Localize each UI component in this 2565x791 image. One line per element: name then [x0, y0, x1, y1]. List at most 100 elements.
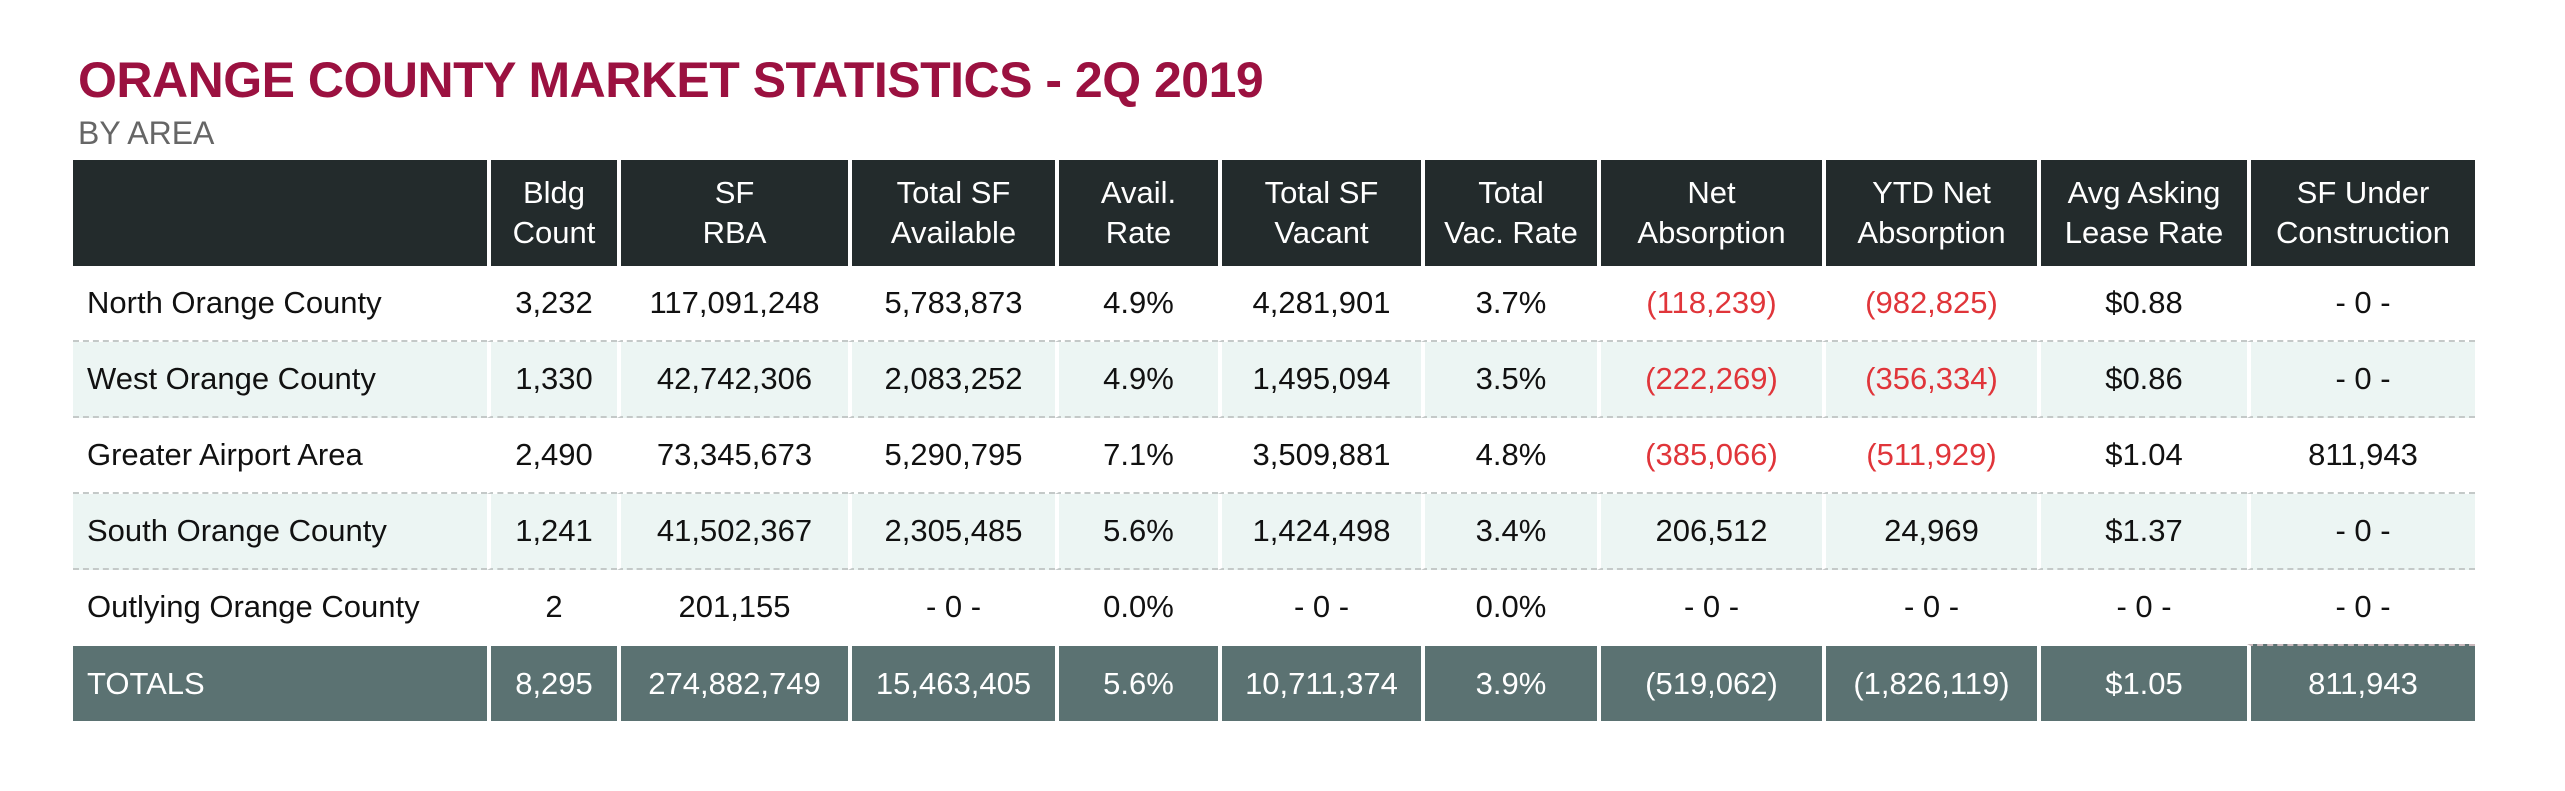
cell-sf-under-construction: - 0 - [2247, 570, 2475, 644]
cell-bldg-count: 1,330 [487, 342, 617, 418]
cell-sf-under-construction: - 0 - [2247, 266, 2475, 342]
cell-bldg-count: 1,241 [487, 494, 617, 570]
cell-bldg-count: 3,232 [487, 266, 617, 342]
column-header-label: Available [890, 215, 1017, 250]
table-row: West Orange County 1,330 42,742,306 2,083,2… [73, 342, 2475, 418]
column-header-label: Total SF [896, 175, 1011, 210]
total-net-absorption: (519,062) [1597, 644, 1822, 721]
column-header-label: Rate [1105, 215, 1172, 250]
table-body: North Orange County 3,232 117,091,248 5,783… [73, 266, 2475, 721]
cell-total-sf-vacant: 4,281,901 [1218, 266, 1421, 342]
column-header-net-absorption: Net Absorption [1597, 160, 1822, 266]
cell-area: West Orange County [73, 342, 487, 418]
cell-total-sf-vacant: - 0 - [1218, 570, 1421, 644]
column-header-label: SF Under [2296, 175, 2430, 210]
cell-total-vac-rate: 0.0% [1421, 570, 1597, 644]
page-subtitle: BY AREA [78, 115, 215, 151]
cell-avg-asking-lease-rate: - 0 - [2037, 570, 2247, 644]
cell-total-sf-vacant: 3,509,881 [1218, 418, 1421, 494]
cell-total-sf-available: 5,290,795 [848, 418, 1055, 494]
column-header-bldg-count: Bldg Count [487, 160, 617, 266]
column-header-total-sf-vacant: Total SF Vacant [1218, 160, 1421, 266]
total-total-sf-available: 15,463,405 [848, 644, 1055, 721]
table-row: Greater Airport Area 2,490 73,345,673 5,290… [73, 418, 2475, 494]
total-bldg-count: 8,295 [487, 644, 617, 721]
cell-area: Outlying Orange County [87, 589, 420, 624]
cell-ytd-net-absorption: (356,334) [1822, 342, 2037, 418]
page-title: ORANGE COUNTY MARKET STATISTICS - 2Q 201… [78, 52, 1264, 108]
cell-net-absorption: (118,239) [1597, 266, 1822, 342]
total-total-vac-rate: 3.9% [1421, 644, 1597, 721]
cell-total-sf-available: 2,305,485 [848, 494, 1055, 570]
cell-avg-asking-lease-rate: $0.86 [2037, 342, 2247, 418]
cell-avail-rate: 7.1% [1055, 418, 1218, 494]
column-header-label: Net [1687, 175, 1736, 210]
cell-avg-asking-lease-rate: $1.37 [2037, 494, 2247, 570]
cell-bldg-count: 2,490 [487, 418, 617, 494]
market-statistics-table: Bldg Count SF RBA Total SF Available Avail. Rat… [73, 160, 2475, 721]
cell-avg-asking-lease-rate: $1.04 [2037, 418, 2247, 494]
cell-ytd-net-absorption: (982,825) [1822, 266, 2037, 342]
column-header-label: Avail. [1100, 175, 1177, 210]
total-avg-asking-lease-rate: $1.05 [2037, 644, 2247, 721]
cell-bldg-count: 2 [487, 570, 617, 644]
cell-sf-under-construction: - 0 - [2247, 342, 2475, 418]
cell-area: South Orange County [73, 494, 487, 570]
cell-area: Greater Airport Area [73, 418, 487, 494]
total-ytd-net-absorption: (1,826,119) [1822, 644, 2037, 721]
column-header-label: Vac. Rate [1444, 215, 1578, 250]
table-row: North Orange County 3,232 117,091,248 5,783… [73, 266, 2475, 342]
cell-net-absorption: (385,066) [1597, 418, 1822, 494]
cell-total-vac-rate: 4.8% [1421, 418, 1597, 494]
total-area: TOTALS [73, 644, 487, 721]
cell-sf-under-construction: 811,943 [2247, 418, 2475, 494]
column-header-sf-rba: SF RBA [617, 160, 848, 266]
total-sf-under-construction: 811,943 [2247, 644, 2475, 721]
column-header-total-vac-rate: Total Vac. Rate [1421, 160, 1597, 266]
cell-ytd-net-absorption: (511,929) [1822, 418, 2037, 494]
column-header-label: Construction [2275, 215, 2451, 250]
column-header-label: Bldg [522, 175, 586, 210]
column-header-label: Absorption [1637, 215, 1786, 250]
cell-sf-rba: 42,742,306 [617, 342, 848, 418]
cell-total-sf-available: - 0 - [848, 570, 1055, 644]
cell-sf-under-construction: - 0 - [2247, 494, 2475, 570]
table-row: Outlying Orange County 2 201,155- 0 -0.0% -… [73, 570, 2475, 644]
cell-sf-rba: 73,345,673 [617, 418, 848, 494]
column-header-label: Total SF [1264, 175, 1379, 210]
column-header-label: Vacant [1274, 215, 1369, 250]
column-header-sf-under-construction: SF Under Construction [2247, 160, 2475, 266]
column-header-label: SF [714, 175, 755, 210]
cell-avg-asking-lease-rate: $0.88 [2037, 266, 2247, 342]
column-header-label: Avg Asking [2067, 175, 2221, 210]
total-sf-rba: 274,882,749 [617, 644, 848, 721]
cell-ytd-net-absorption: - 0 - [1822, 570, 2037, 644]
cell-area: North Orange County [73, 266, 487, 342]
column-header-avail-rate: Avail. Rate [1055, 160, 1218, 266]
cell-total-sf-vacant: 1,424,498 [1218, 494, 1421, 570]
cell-sf-rba: 201,155 [617, 570, 848, 644]
column-header-label: RBA [702, 215, 767, 250]
column-header-avg-asking-lease-rate: Avg Asking Lease Rate [2037, 160, 2247, 266]
cell-avail-rate: 5.6% [1055, 494, 1218, 570]
column-header-label: YTD Net [1872, 175, 1991, 210]
totals-row: TOTALS 8,295 274,882,749 15,463,405 5.6% 10,7… [73, 644, 2475, 721]
column-header-ytd-net-absorption: YTD Net Absorption [1822, 160, 2037, 266]
cell-total-vac-rate: 3.4% [1421, 494, 1597, 570]
column-header-label: Lease Rate [2064, 215, 2224, 250]
column-header-total-sf-available: Total SF Available [848, 160, 1055, 266]
column-header-label: Count [512, 215, 596, 250]
cell-avail-rate: 4.9% [1055, 266, 1218, 342]
total-total-sf-vacant: 10,711,374 [1218, 644, 1421, 721]
cell-sf-rba: 41,502,367 [617, 494, 848, 570]
table-header-row: Bldg Count SF RBA Total SF Available Avail. Rat… [73, 160, 2475, 266]
cell-ytd-net-absorption: 24,969 [1822, 494, 2037, 570]
table-row: South Orange County 1,241 41,502,367 2,305,… [73, 494, 2475, 570]
cell-total-vac-rate: 3.5% [1421, 342, 1597, 418]
cell-total-sf-available: 2,083,252 [848, 342, 1055, 418]
column-header-area [73, 160, 487, 266]
total-avail-rate: 5.6% [1055, 644, 1218, 721]
cell-avail-rate: 0.0% [1055, 570, 1218, 644]
cell-net-absorption: - 0 - [1597, 570, 1822, 644]
cell-total-vac-rate: 3.7% [1421, 266, 1597, 342]
